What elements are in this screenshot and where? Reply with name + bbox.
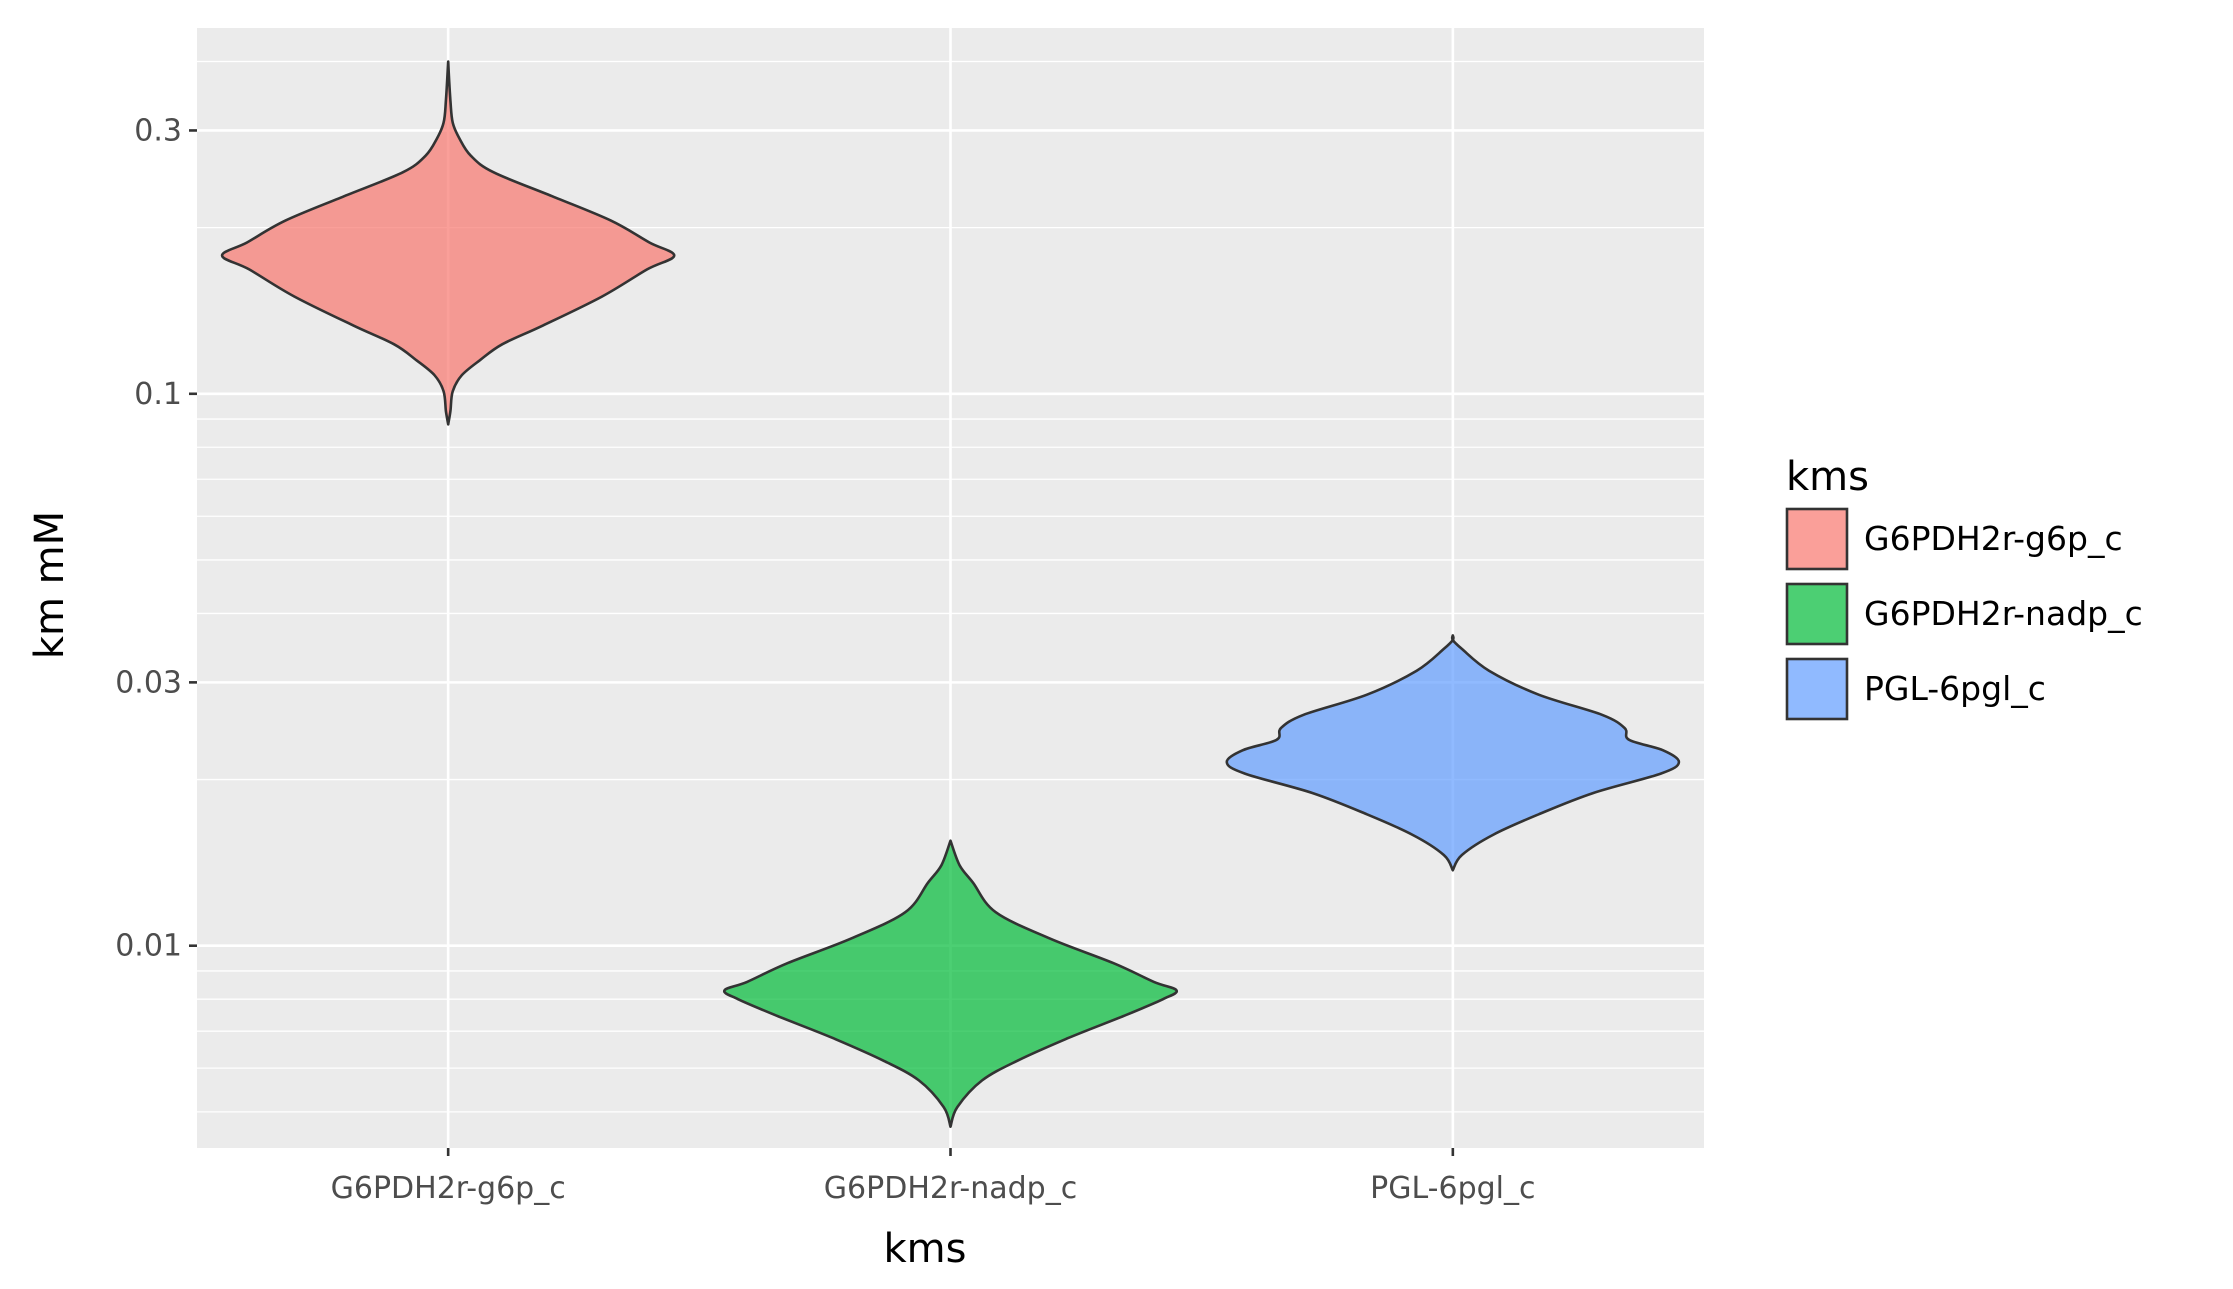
legend-swatch [1785, 582, 1849, 646]
legend-label: G6PDH2r-nadp_c [1864, 594, 2143, 633]
violin-PGL-6pgl_c [1225, 634, 1681, 872]
legend-label: G6PDH2r-g6p_c [1864, 519, 2123, 558]
y-tick-label: 0.3 [134, 113, 182, 148]
x-axis: G6PDH2r-g6p_c G6PDH2r-nadp_c PGL-6pgl_c [331, 1148, 1536, 1206]
violin-G6PDH2r-nadp_c [722, 839, 1179, 1128]
x-axis-title: kms [884, 1226, 967, 1272]
legend-swatch [1785, 657, 1849, 721]
legend: kms G6PDH2r-g6p_c G6PDH2r-nadp_c PGL-6pgl_… [1785, 454, 2143, 721]
x-tick-label: G6PDH2r-g6p_c [331, 1171, 566, 1206]
legend-swatch [1785, 507, 1849, 571]
y-tick-label: 0.1 [134, 377, 182, 412]
y-tick-label: 0.03 [115, 665, 182, 700]
y-axis: 0.01 0.03 0.1 0.3 [115, 113, 197, 964]
x-tick-label: G6PDH2r-nadp_c [824, 1171, 1077, 1206]
x-tick-label: PGL-6pgl_c [1370, 1171, 1535, 1206]
y-tick-label: 0.01 [115, 929, 182, 964]
violin-G6PDH2r-g6p_c [220, 60, 676, 426]
violins [220, 60, 1681, 1128]
legend-title: kms [1786, 454, 1869, 500]
legend-label: PGL-6pgl_c [1864, 669, 2046, 708]
y-axis-title: km mM [27, 511, 73, 659]
